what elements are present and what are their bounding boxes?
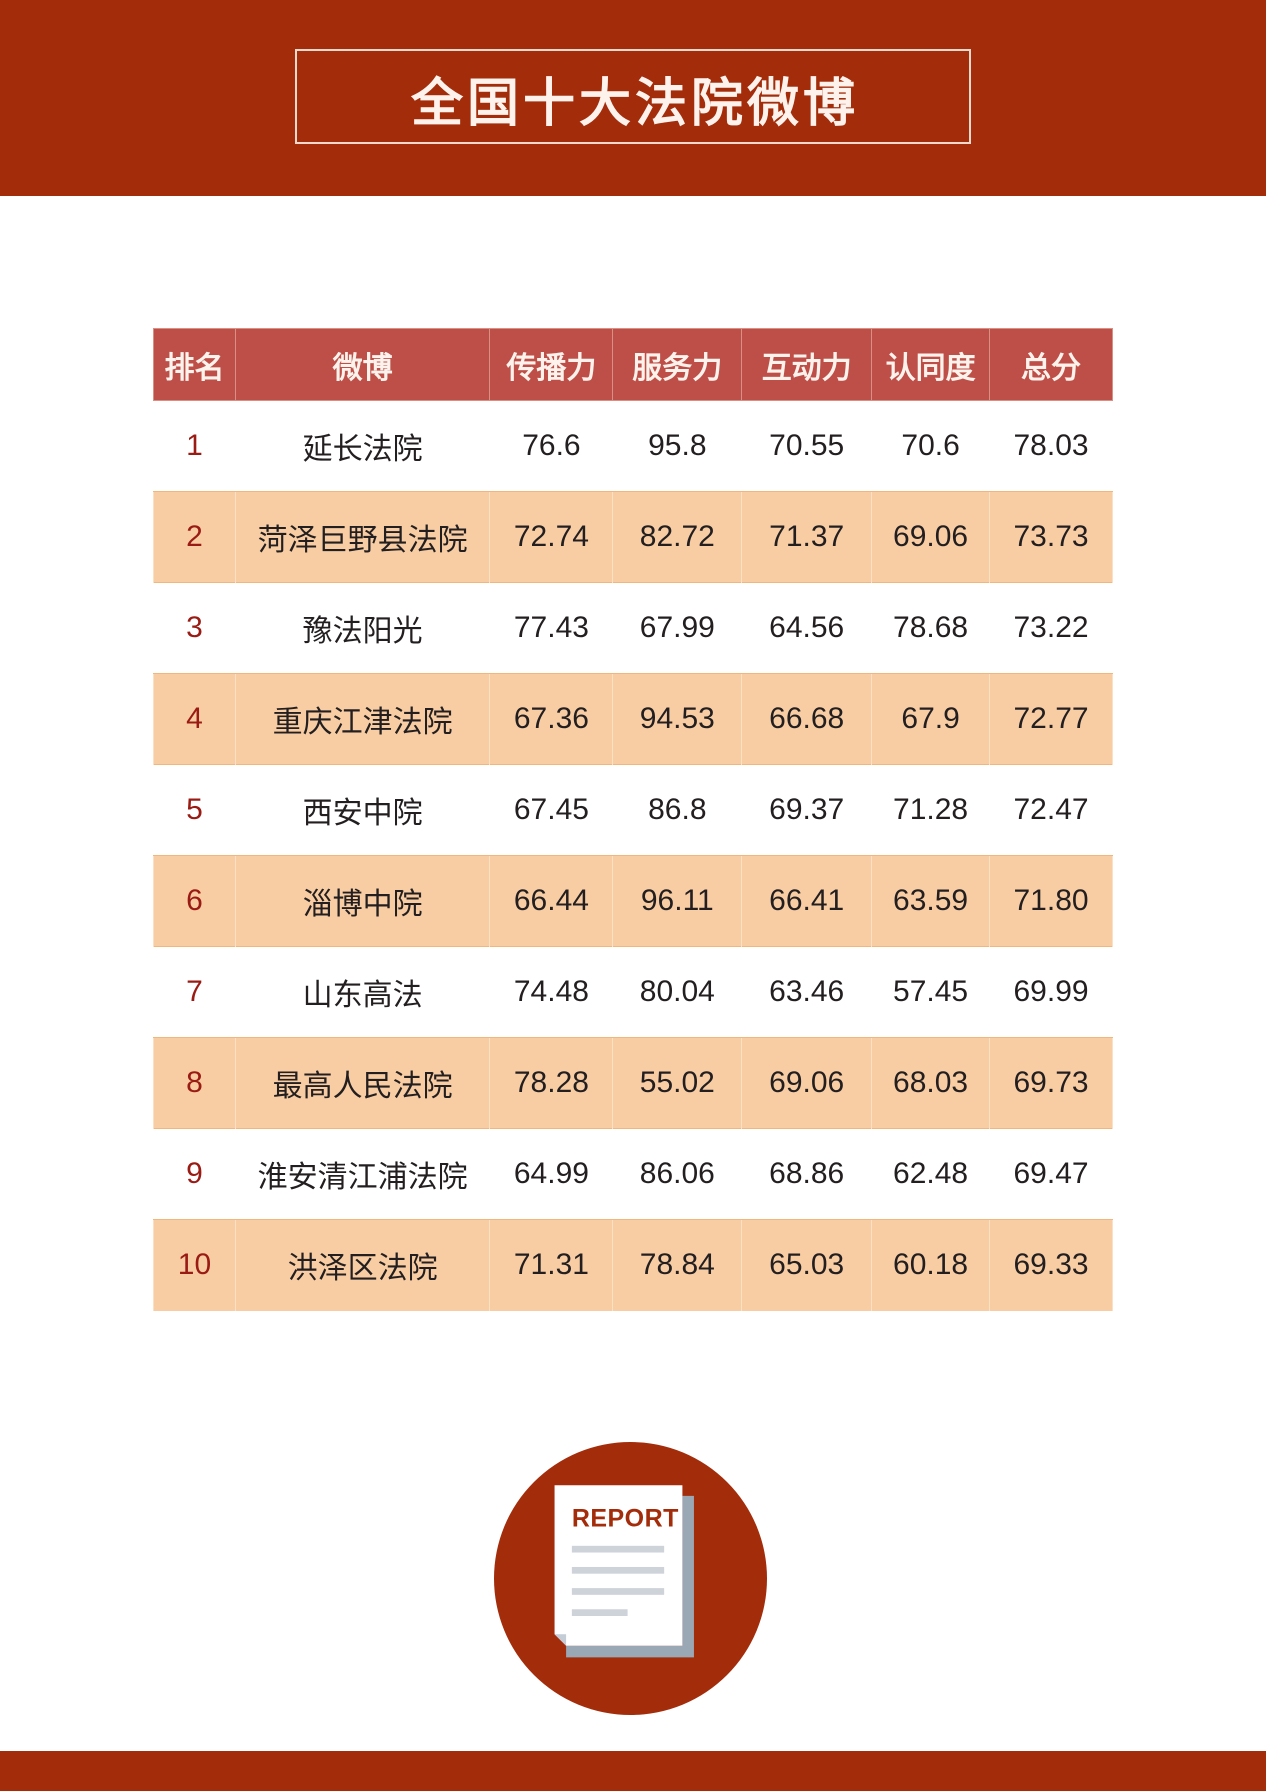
svg-text:REPORT: REPORT: [572, 1505, 679, 1533]
